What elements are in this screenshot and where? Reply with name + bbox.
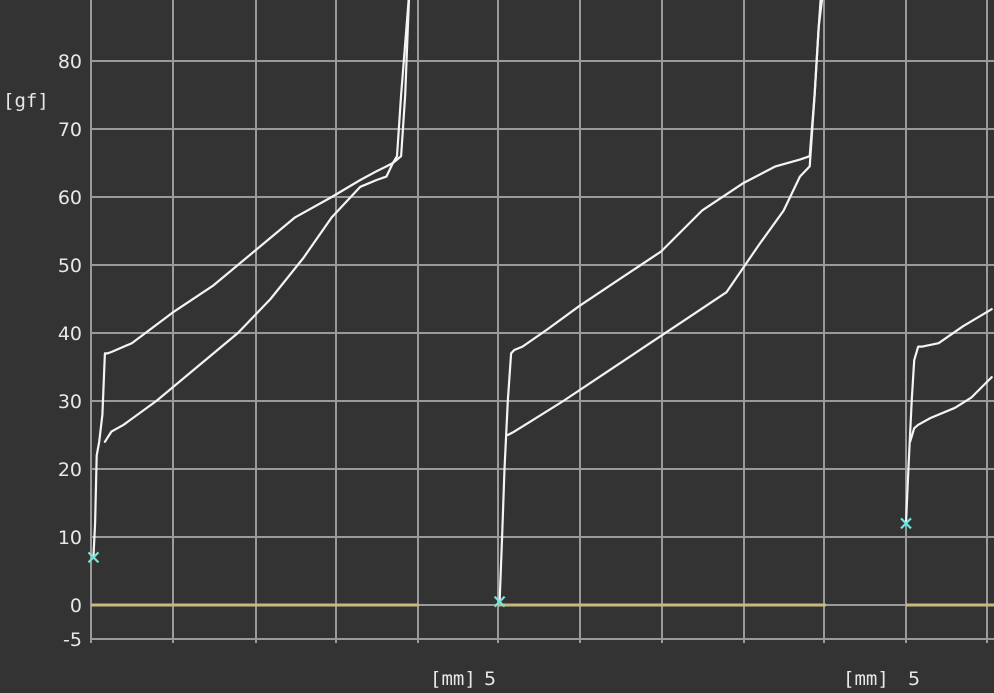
- force-curve-loading: [904, 308, 993, 525]
- y-tick-label: 40: [58, 323, 82, 345]
- y-tick-label: 0: [70, 595, 82, 617]
- y-tick-label: 70: [58, 119, 82, 141]
- x-axis-label: [mm]: [430, 668, 476, 690]
- y-axis-label: [gf]: [3, 90, 49, 112]
- y-tick-label: 10: [58, 527, 82, 549]
- x-axis-label: [mm]: [843, 668, 889, 690]
- y-tick-label: 20: [58, 459, 82, 481]
- y-tick-label: 80: [58, 51, 82, 73]
- y-tick-label: -5: [63, 629, 82, 651]
- force-curve-unloading: [908, 376, 993, 443]
- x-tick-label: 5: [484, 668, 496, 690]
- y-tick-label: 60: [58, 187, 82, 209]
- x-tick-label: 5: [908, 668, 920, 690]
- y-tick-label: 30: [58, 391, 82, 413]
- force-curve-unloading: [103, 0, 410, 443]
- start-point-marker: [900, 517, 912, 530]
- start-point-marker: [493, 595, 506, 608]
- y-tick-label: 50: [58, 255, 82, 277]
- force-curve-unloading: [506, 0, 824, 437]
- start-point-marker: [87, 551, 100, 564]
